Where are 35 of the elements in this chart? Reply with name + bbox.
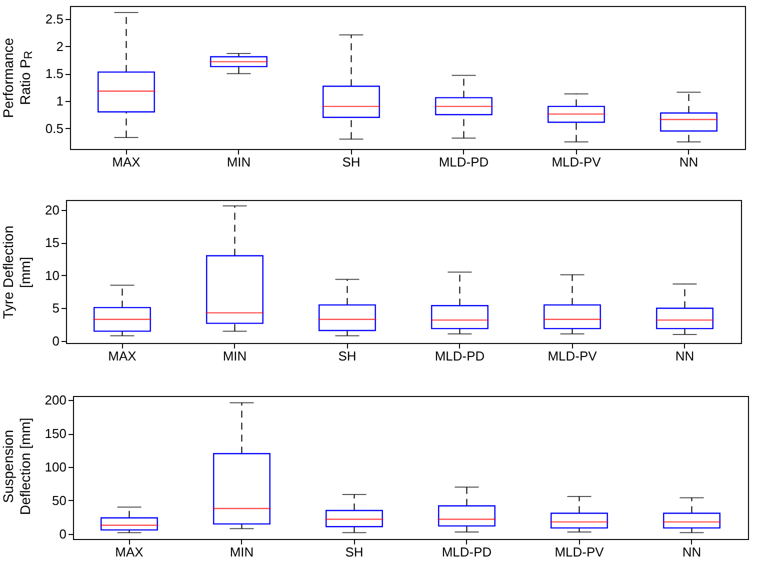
- y-tick-label: 50: [52, 492, 66, 508]
- x-tick-label: MIN: [222, 348, 247, 364]
- y-tick-label: 1.5: [45, 66, 64, 82]
- x-tick-label: NN: [675, 348, 694, 364]
- x-tick-label: MLD-PD: [442, 544, 492, 560]
- y-tick-label: 0.5: [45, 120, 64, 136]
- x-tick-label: SH: [342, 154, 360, 170]
- y-tick-label: 2: [56, 38, 64, 54]
- x-tick-label: MAX: [115, 544, 144, 560]
- y-tick-label: 1: [56, 93, 64, 108]
- y-tick-label: 150: [44, 426, 66, 442]
- x-tick-label: MLD-PD: [434, 348, 485, 364]
- y-tick-label: 0: [59, 526, 66, 542]
- x-tick-label: NN: [682, 544, 702, 560]
- y-axis-title: Tyre Deflection [mm]: [0, 224, 34, 321]
- y-tick-label: 20: [45, 202, 60, 218]
- y-tick-label: 5: [52, 300, 60, 316]
- y-tick-label: 200: [44, 392, 66, 408]
- x-tick-label: MAX: [108, 348, 137, 364]
- x-tick-label: SH: [345, 544, 364, 560]
- x-tick-label: MLD-PV: [552, 154, 602, 170]
- x-tick-label: MIN: [226, 154, 251, 170]
- y-axis-title: Suspension Deflection [mm]: [0, 416, 34, 517]
- x-tick-label: MAX: [112, 154, 141, 170]
- y-tick-label: 2.5: [45, 12, 64, 27]
- x-tick-label: SH: [338, 348, 356, 364]
- y-tick-label: 0: [52, 334, 60, 349]
- x-tick-label: MLD-PV: [548, 348, 598, 364]
- y-tick-label: 100: [44, 460, 66, 474]
- y-tick-label: 15: [45, 235, 60, 250]
- x-tick-label: MIN: [230, 544, 254, 560]
- x-tick-label: MLD-PD: [438, 154, 489, 170]
- x-tick-label: NN: [679, 154, 698, 170]
- y-tick-label: 10: [45, 268, 60, 283]
- x-tick-label: MLD-PV: [554, 544, 604, 560]
